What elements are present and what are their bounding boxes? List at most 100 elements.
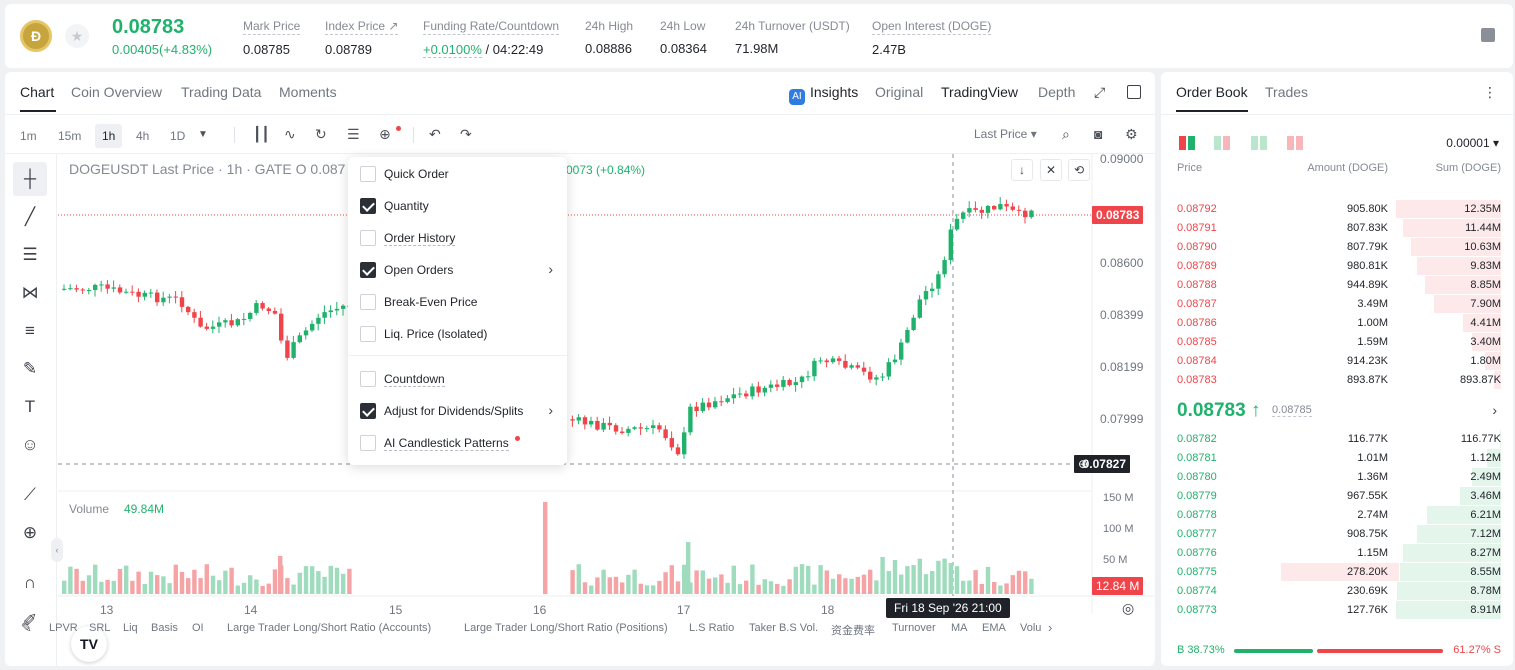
indicator-item[interactable]: Turnover — [892, 622, 936, 634]
more-vertical-icon[interactable]: ⋮ — [1483, 84, 1497, 100]
view-original[interactable]: Original — [875, 84, 924, 100]
candlestick-icon[interactable]: ┃┃ — [253, 126, 270, 142]
indicator-item[interactable]: Large Trader Long/Short Ratio (Accounts) — [227, 622, 432, 634]
price-chart[interactable]: DOGEUSDT Last Price · 1h · GATE O 0.087 … — [58, 152, 1155, 666]
book-icon[interactable] — [1481, 28, 1495, 42]
book-both-icon[interactable] — [1179, 136, 1195, 150]
view-depth[interactable]: Depth — [1038, 84, 1076, 100]
indicator-item[interactable]: Basis — [151, 622, 178, 634]
dropdown-item-order-history[interactable]: Order History — [348, 222, 567, 254]
stat-index-price[interactable]: Index Price ↗ 0.08789 — [325, 19, 399, 57]
candlestick-chart[interactable] — [58, 154, 1155, 614]
favorite-star-icon[interactable]: ★ — [65, 24, 89, 48]
redo-icon[interactable]: ↷ — [460, 126, 472, 142]
timeframe-1h[interactable]: 1h — [95, 124, 123, 148]
view-tradingview[interactable]: TradingView — [941, 84, 1019, 100]
dropdown-item-quick-order[interactable]: Quick Order — [348, 158, 567, 190]
expand-icon[interactable]: ⤢ — [1094, 84, 1106, 100]
search-icon[interactable]: ⌕ — [1062, 126, 1070, 142]
tab-order-book[interactable]: Order Book — [1176, 84, 1248, 100]
timeframe-4h[interactable]: 4h — [136, 129, 150, 143]
indicators-icon[interactable]: ∿ — [284, 126, 296, 142]
collapse-icon[interactable]: ✕ — [1040, 159, 1062, 181]
bid-row[interactable]: 0.08779 967.55K 3.46M — [1161, 487, 1513, 506]
dropdown-item-adjust-dividends[interactable]: Adjust for Dividends/Splits › — [348, 395, 567, 427]
bid-row[interactable]: 0.08775 278.20K 8.55M — [1161, 563, 1513, 582]
indicator-item[interactable]: OI — [192, 622, 204, 634]
dropdown-item-liq-price[interactable]: Liq. Price (Isolated) — [348, 318, 567, 350]
ask-row[interactable]: 0.08789 980.81K 9.83M — [1161, 257, 1513, 276]
book-bids-icon[interactable] — [1251, 136, 1267, 150]
settings-plus-icon[interactable]: ⊕ — [379, 126, 391, 142]
undo-icon[interactable]: ↶ — [429, 126, 441, 142]
checkbox[interactable] — [360, 371, 376, 387]
chevron-right-icon[interactable]: › — [1048, 620, 1053, 635]
indicator-item[interactable]: L.S Ratio — [689, 622, 735, 634]
replay-icon[interactable]: ↻ — [315, 126, 327, 142]
bid-row[interactable]: 0.08776 1.15M 8.27M — [1161, 544, 1513, 563]
trendline-icon[interactable]: ╱ — [24, 207, 36, 226]
window-icon[interactable] — [1127, 85, 1141, 99]
indicator-item[interactable]: Volu — [1020, 622, 1042, 634]
indicator-item[interactable]: Taker B.S Vol. — [749, 622, 819, 634]
bid-row[interactable]: 0.08781 1.01M 1.12M — [1161, 449, 1513, 468]
bid-row[interactable]: 0.08777 908.75K 7.12M — [1161, 525, 1513, 544]
ask-row[interactable]: 0.08787 3.49M 7.90M — [1161, 295, 1513, 314]
dropdown-item-open-orders[interactable]: Open Orders › — [348, 254, 567, 286]
pencil-lock-icon[interactable]: ✐ — [22, 611, 38, 630]
checkbox[interactable] — [360, 435, 376, 451]
tradingview-logo[interactable]: TV — [71, 626, 107, 662]
book-asks-icon[interactable] — [1287, 136, 1303, 150]
price-type-select[interactable]: Last Price ▾ — [974, 127, 1037, 141]
indicator-item[interactable]: 资金费率 — [831, 625, 875, 637]
refresh-icon[interactable]: ⟲ — [1068, 159, 1090, 181]
camera-icon[interactable]: ◙ — [1094, 126, 1103, 142]
edit-icon[interactable]: ✎ — [21, 620, 32, 635]
ask-row[interactable]: 0.08790 807.79K 10.63M — [1161, 238, 1513, 257]
dropdown-item-quantity[interactable]: Quantity — [348, 190, 567, 222]
checkbox[interactable] — [360, 326, 376, 342]
pattern-icon[interactable]: ⋈ — [21, 283, 39, 302]
indicator-item[interactable]: Liq — [123, 622, 138, 634]
zoom-in-icon[interactable]: ⊕ — [22, 523, 38, 542]
bid-row[interactable]: 0.08773 127.76K 8.91M — [1161, 601, 1513, 620]
ask-row[interactable]: 0.08785 1.59M 3.40M — [1161, 333, 1513, 352]
ask-row[interactable]: 0.08791 807.83K 11.44M — [1161, 219, 1513, 238]
ruler-icon[interactable]: ⟋ — [24, 485, 36, 504]
checkbox[interactable] — [360, 403, 376, 419]
tab-trades[interactable]: Trades — [1265, 84, 1309, 100]
timeframe-1d[interactable]: 1D — [170, 129, 186, 143]
ask-row[interactable]: 0.08784 914.23K 1.80M — [1161, 352, 1513, 371]
bid-row[interactable]: 0.08780 1.36M 2.49M — [1161, 468, 1513, 487]
indicator-item[interactable]: MA — [951, 622, 968, 634]
chevron-down-icon[interactable]: ▼ — [198, 129, 208, 140]
bid-row[interactable]: 0.08778 2.74M 6.21M — [1161, 506, 1513, 525]
fib-icon[interactable]: ≡ — [25, 321, 35, 340]
ask-row[interactable]: 0.08786 1.00M 4.41M — [1161, 314, 1513, 333]
checkbox[interactable] — [360, 262, 376, 278]
ask-row[interactable]: 0.08792 905.80K 12.35M — [1161, 200, 1513, 219]
template-icon[interactable]: ☰ — [347, 126, 360, 142]
tab-trading-data[interactable]: Trading Data — [181, 84, 262, 100]
indicator-item[interactable]: Large Trader Long/Short Ratio (Positions… — [464, 622, 668, 634]
book-mixed-icon[interactable] — [1214, 136, 1230, 150]
horizontal-lines-icon[interactable]: ☰ — [22, 245, 38, 264]
precision-select[interactable]: 0.00001 ▾ — [1446, 136, 1499, 150]
dropdown-item-break-even[interactable]: Break-Even Price — [348, 286, 567, 318]
emoji-icon[interactable]: ☺ — [21, 435, 39, 454]
bid-row[interactable]: 0.08774 230.69K 8.78M — [1161, 582, 1513, 601]
add-order-icon[interactable]: ⊕ — [1078, 457, 1089, 471]
scroll-down-icon[interactable]: ↓ — [1011, 159, 1033, 181]
settings-circle-icon[interactable]: ◎ — [1122, 600, 1135, 616]
collapse-sidebar-icon[interactable]: ‹ — [51, 538, 63, 562]
ask-row[interactable]: 0.08783 893.87K 893.87K — [1161, 371, 1513, 390]
crosshair-icon[interactable]: ┼ — [13, 162, 47, 196]
checkbox[interactable] — [360, 230, 376, 246]
brush-icon[interactable]: ✎ — [22, 359, 38, 378]
insights-button[interactable]: AI Insights — [789, 84, 858, 105]
tab-chart[interactable]: Chart — [20, 84, 55, 100]
timeframe-1m[interactable]: 1m — [20, 129, 37, 143]
bid-row[interactable]: 0.08782 116.77K 116.77K — [1161, 430, 1513, 449]
dropdown-item-ai-patterns[interactable]: AI Candlestick Patterns — [348, 427, 567, 459]
indicator-item[interactable]: SRL — [89, 622, 111, 634]
